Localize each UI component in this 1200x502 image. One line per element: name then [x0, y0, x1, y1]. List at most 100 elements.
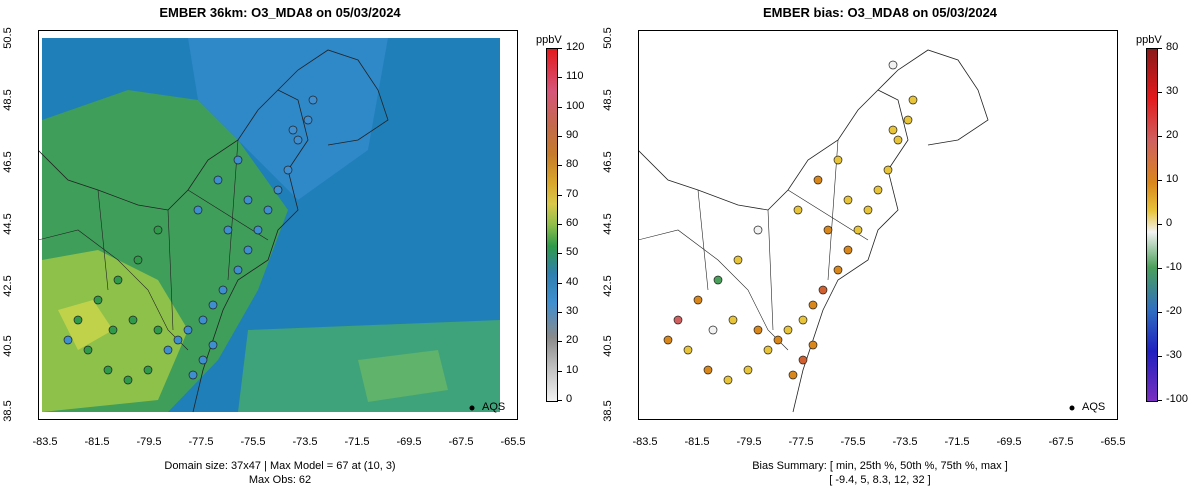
colorbar-tickmark — [558, 341, 562, 343]
panel-title: EMBER 36km: O3_MDA8 on 05/03/2024 — [159, 5, 401, 20]
caption-line-2: [ -9.4, 5, 8.3, 12, 32 ] — [829, 474, 931, 486]
xtick-label: -75.5 — [840, 436, 866, 448]
colorbar-tickmark — [558, 224, 562, 225]
xtick-label: -67.5 — [448, 436, 474, 448]
colorbar-tickmark — [1158, 48, 1162, 49]
colorbar-tick-label: 70 — [566, 187, 579, 200]
colorbar-tick-label: 20 — [566, 334, 579, 347]
ytick-label: 50.5 — [602, 27, 614, 49]
colorbar-tickmark — [1158, 136, 1162, 137]
colorbar-tick-label: 0 — [1166, 217, 1173, 229]
xtick-label: -83.5 — [32, 436, 58, 448]
aqs-legend-label: AQS — [1082, 401, 1106, 413]
colorbar-tickmark — [558, 282, 562, 284]
colorbar — [1146, 48, 1158, 402]
panel-title: EMBER bias: O3_MDA8 on 05/03/2024 — [762, 5, 998, 20]
colorbar-tick-label: -10 — [1166, 261, 1182, 273]
caption-line-2: Max Obs: 62 — [248, 474, 312, 486]
ytick-label: 44.5 — [602, 213, 614, 235]
aqs-legend-label: AQS — [482, 401, 506, 413]
xtick-label: -71.5 — [944, 436, 970, 448]
aqs-sites-bias — [663, 60, 918, 385]
colorbar-tick-label: 80 — [566, 158, 579, 171]
colorbar-tick-label: 10 — [566, 363, 579, 376]
ytick-label: 48.5 — [2, 89, 14, 111]
colorbar — [546, 48, 558, 402]
xtick-label: -73.5 — [892, 436, 918, 448]
colorbar-tickmark — [558, 312, 562, 313]
aqs-legend-dot — [469, 405, 475, 411]
ytick-label: 46.5 — [602, 151, 614, 173]
xtick-label: -77.5 — [188, 436, 214, 448]
coastline — [638, 89, 909, 413]
bias-map — [638, 30, 1118, 420]
ytick-label: 42.5 — [602, 275, 614, 297]
colorbar-tick-label: 30 — [1166, 85, 1179, 97]
xtick-label: -81.5 — [84, 436, 110, 448]
colorbar-unit: ppbV — [1136, 34, 1162, 46]
colorbar-tickmark — [558, 48, 562, 49]
colorbar-tick-label: 100 — [566, 99, 585, 112]
colorbar-tick-label: -30 — [1166, 349, 1182, 361]
colorbar-tick-label: 40 — [566, 275, 579, 288]
ytick-label: 40.5 — [602, 335, 614, 357]
ytick-label: 44.5 — [2, 213, 14, 235]
colorbar-tick-label: 90 — [566, 129, 579, 141]
colorbar-tick-label: 30 — [566, 305, 579, 317]
caption-line-1: Domain size: 37x47 | Max Model = 67 at (… — [164, 460, 396, 472]
colorbar-tickmark — [1158, 180, 1162, 181]
xtick-label: -79.5 — [736, 436, 762, 448]
colorbar-tick-label: -100 — [1166, 393, 1189, 405]
xtick-label: -65.5 — [1100, 436, 1126, 448]
colorbar-tick-label: 0 — [566, 393, 573, 405]
colorbar-tickmark — [1158, 268, 1162, 269]
colorbar-tickmark — [1158, 400, 1162, 401]
colorbar-tick-label: 110 — [566, 70, 584, 83]
xtick-label: -71.5 — [344, 436, 370, 448]
xtick-label: -65.5 — [500, 436, 526, 448]
colorbar-tick-label: 10 — [1166, 173, 1179, 185]
caption: Domain size: 37x47 | Max Model = 67 at (… — [0, 459, 560, 487]
xtick-label: -69.5 — [396, 436, 422, 448]
model-map — [38, 30, 518, 420]
xtick-label: -79.5 — [136, 436, 162, 448]
ytick-label: 40.5 — [2, 335, 14, 357]
colorbar-tickmark — [1158, 356, 1162, 357]
colorbar-tickmark — [558, 194, 562, 196]
ytick-label: 50.5 — [2, 27, 14, 49]
colorbar-tickmark — [558, 253, 562, 255]
colorbar-tick-label: 50 — [566, 246, 579, 259]
colorbar-tick-label: 80 — [1166, 41, 1179, 53]
ytick-label: 38.5 — [602, 400, 614, 422]
aqs-sites-model — [63, 95, 318, 385]
colorbar-unit: ppbV — [536, 34, 562, 46]
colorbar-tickmark — [1158, 224, 1162, 225]
caption-line-1: Bias Summary: [ min, 25th %, 50th %, 75t… — [752, 460, 1008, 472]
ytick-label: 38.5 — [2, 400, 14, 422]
colorbar-tick-label: 120 — [566, 41, 585, 53]
colorbar-tickmark — [558, 77, 562, 79]
xtick-label: -83.5 — [632, 436, 658, 448]
xtick-label: -73.5 — [292, 436, 318, 448]
ytick-label: 46.5 — [2, 151, 14, 173]
xtick-label: -67.5 — [1048, 436, 1074, 448]
colorbar-tickmark — [558, 106, 562, 108]
xtick-label: -77.5 — [788, 436, 814, 448]
ytick-label: 48.5 — [602, 89, 614, 111]
bias-panel: EMBER bias: O3_MDA8 on 05/03/2024 — [600, 0, 1200, 502]
aqs-legend-dot — [1069, 405, 1075, 411]
colorbar-tickmark — [1158, 92, 1162, 93]
colorbar-tick-label: 60 — [566, 217, 579, 229]
caption: Bias Summary: [ min, 25th %, 50th %, 75t… — [600, 459, 1160, 487]
colorbar-tick-label: -20 — [1166, 305, 1182, 317]
colorbar-tickmark — [558, 400, 562, 401]
colorbar-tickmark — [558, 370, 562, 372]
xtick-label: -81.5 — [684, 436, 710, 448]
ytick-label: 42.5 — [2, 275, 14, 297]
colorbar-tickmark — [558, 165, 562, 167]
coastline — [38, 89, 309, 413]
colorbar-tickmark — [1158, 312, 1162, 313]
colorbar-tickmark — [558, 136, 562, 137]
model-panel: EMBER 36km: O3_MDA8 on 05/03/2024 — [0, 5, 585, 487]
colorbar-tick-label: 20 — [1166, 129, 1179, 141]
